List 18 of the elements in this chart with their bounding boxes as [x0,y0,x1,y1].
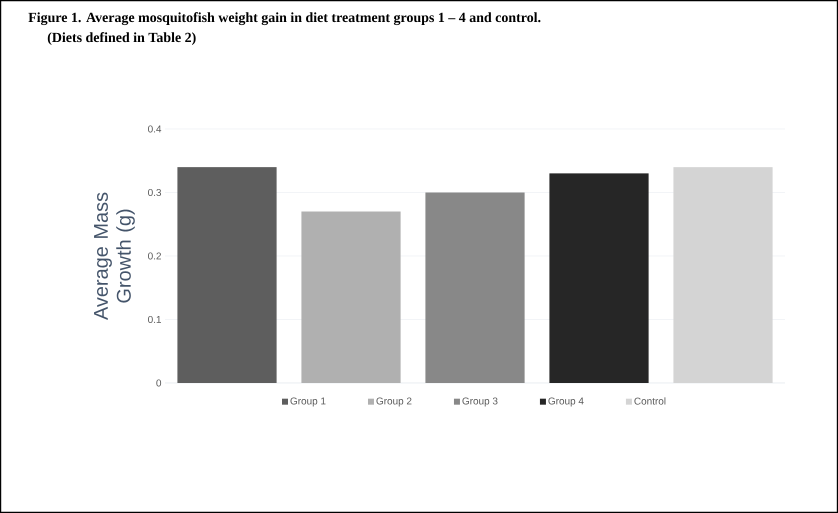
y-tick-label: 0 [156,379,162,387]
bar [549,173,649,383]
legend-label: Group 2 [376,397,412,406]
y-tick-label: 0.4 [148,125,162,133]
bar [177,167,277,383]
y-axis-title: Average Mass Growth (g) [94,192,135,320]
legend-label: Group 3 [462,397,498,406]
bar [425,192,525,383]
chart-subtitle: (Diets defined in Table 2) [48,32,196,45]
y-tick-label: 0.1 [148,316,162,324]
bar [673,167,773,383]
legend-label: Control [634,397,666,405]
y-tick-label: 0.2 [148,252,161,260]
y-tick-label: 0.3 [148,188,162,196]
legend-label: Group 4 [548,397,584,406]
legend-label: Group 1 [290,397,326,406]
chart-title: Figure 1. Average mosquitofish weight gain in diet treatment groups 1 – 4 and control. [28,12,540,26]
bar [301,212,401,383]
